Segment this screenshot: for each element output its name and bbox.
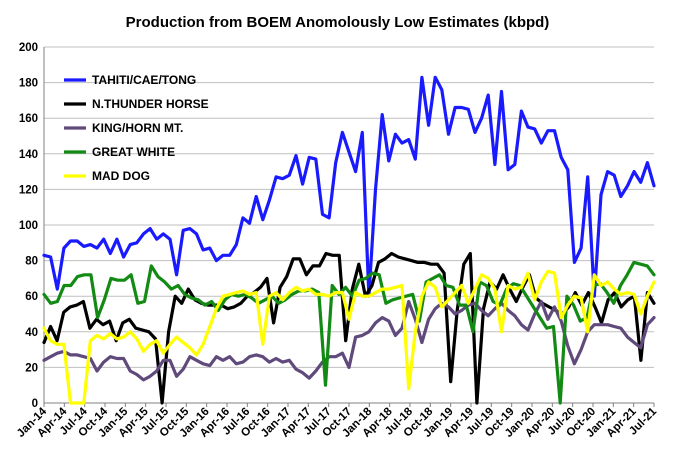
x-axis-ticks: Jan-14Apr-14Jul-14Oct-14Jan-15Apr-15Jul-…	[15, 403, 660, 440]
series-line-2	[42, 299, 656, 382]
y-tick-label: 160	[19, 113, 38, 125]
y-tick-label: 40	[25, 327, 38, 339]
legend-label: TAHITI/CAE/TONG	[92, 73, 196, 87]
y-tick-label: 140	[19, 149, 38, 161]
series-line-4	[42, 269, 656, 405]
y-axis-ticks: 0 20 40 60 80 100 120 140 160 180 200	[19, 42, 38, 410]
chart-title: Production from BOEM Anomolously Low Est…	[126, 14, 550, 31]
series-line-0	[42, 75, 656, 298]
legend: TAHITI/CAE/TONG N.THUNDER HORSE KING/HORN …	[64, 73, 209, 183]
series-lines	[42, 75, 656, 405]
y-tick-label: 0	[32, 398, 38, 410]
y-tick-label: 200	[19, 42, 38, 54]
y-tick-label: 60	[25, 291, 38, 303]
legend-label: N.THUNDER HORSE	[92, 97, 209, 111]
series-line-3	[42, 260, 656, 405]
y-tick-label: 80	[25, 256, 38, 268]
y-tick-label: 20	[25, 362, 38, 374]
legend-label: GREAT WHITE	[92, 145, 175, 159]
y-tick-label: 120	[19, 184, 38, 196]
y-tick-label: 100	[19, 220, 38, 232]
legend-label: KING/HORN MT.	[92, 121, 183, 135]
legend-label: MAD DOG	[92, 169, 150, 183]
y-tick-label: 180	[19, 78, 38, 90]
